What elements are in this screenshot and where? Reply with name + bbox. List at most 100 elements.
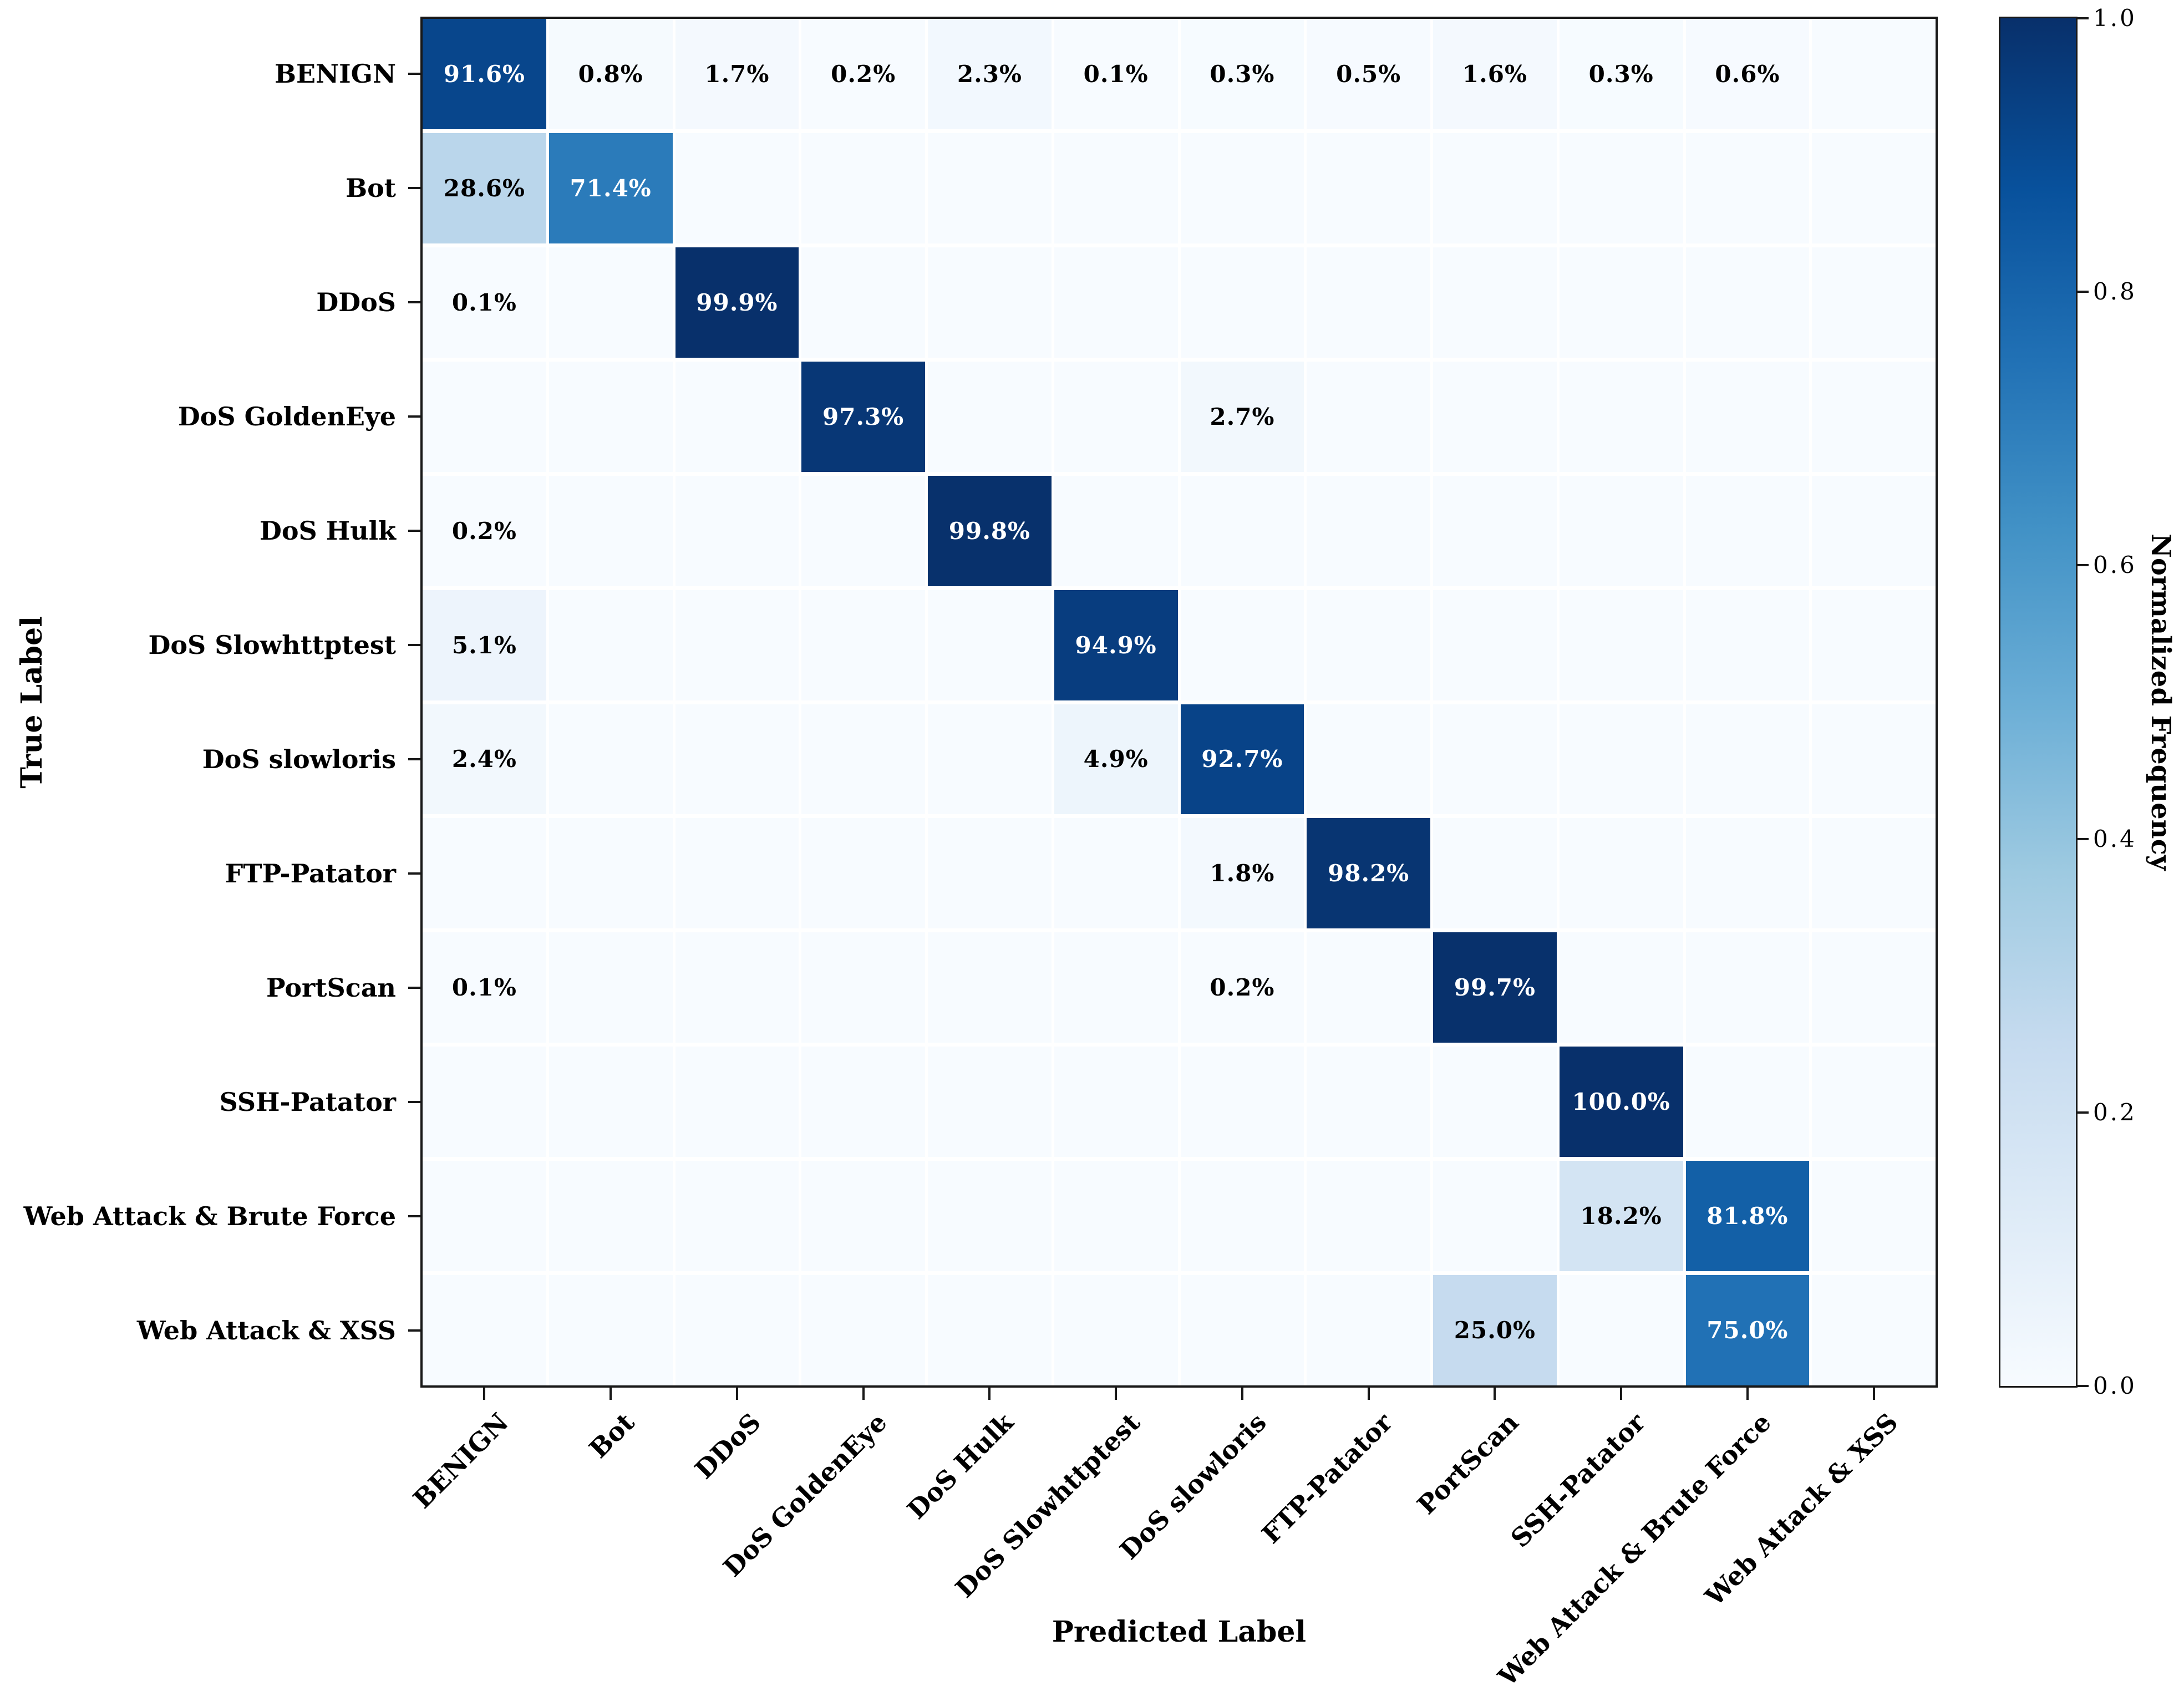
- matrix-cell: 1.7%: [675, 19, 799, 129]
- colorbar-tick-label: 0.0: [2093, 1372, 2137, 1399]
- y-tick-label: SSH-Patator: [219, 1086, 396, 1117]
- matrix-cell: [928, 1161, 1052, 1272]
- y-axis-title-wrap: True Label: [7, 17, 57, 1388]
- matrix-cell: [1685, 818, 1810, 929]
- cell-value: 98.2%: [1328, 860, 1410, 887]
- colorbar: [1999, 17, 2078, 1388]
- cell-value: 1.8%: [1210, 860, 1275, 887]
- matrix-cell: [548, 932, 673, 1043]
- colorbar-tick-label: 0.6: [2093, 551, 2137, 579]
- matrix-cell: [423, 1161, 546, 1272]
- matrix-cell: 98.2%: [1307, 818, 1430, 929]
- cell-value: 100.0%: [1572, 1088, 1670, 1116]
- matrix-cell: [801, 1047, 925, 1157]
- cell-value: 0.6%: [1715, 60, 1780, 88]
- x-tick: [1367, 1388, 1370, 1400]
- matrix-cell: [1559, 133, 1683, 243]
- cell-value: 75.0%: [1706, 1317, 1789, 1344]
- cell-value: 25.0%: [1454, 1317, 1536, 1344]
- matrix-cell: [928, 590, 1052, 700]
- x-tick: [1620, 1388, 1623, 1400]
- matrix-cell: [1685, 475, 1810, 586]
- matrix-cell: [1433, 133, 1557, 243]
- matrix-cell: [1307, 247, 1430, 358]
- matrix-cell: 1.8%: [1180, 818, 1304, 929]
- matrix-cell: [1812, 475, 1936, 586]
- matrix-cell: [1180, 475, 1304, 586]
- matrix-cell: [1685, 247, 1810, 358]
- matrix-cell: [928, 133, 1052, 243]
- matrix-cell: [928, 704, 1052, 815]
- y-tick-label: DDoS: [316, 287, 396, 318]
- matrix-cell: [1433, 818, 1557, 929]
- colorbar-tick: [2078, 837, 2089, 840]
- matrix-cell: [675, 1161, 799, 1272]
- matrix-cell: [1685, 590, 1810, 700]
- matrix-cell: [801, 704, 925, 815]
- matrix-cell: 91.6%: [423, 19, 546, 129]
- colorbar-tick: [2078, 1385, 2089, 1387]
- cell-value: 99.9%: [696, 288, 778, 316]
- x-tick: [610, 1388, 612, 1400]
- matrix-cell: [1307, 590, 1430, 700]
- y-tick: [408, 644, 420, 647]
- matrix-cell: [1180, 1161, 1304, 1272]
- y-tick-label: FTP-Patator: [225, 858, 396, 888]
- matrix-cell: 99.7%: [1433, 932, 1557, 1043]
- matrix-cell: [801, 475, 925, 586]
- cell-value: 0.1%: [1083, 60, 1149, 88]
- matrix-cell: 4.9%: [1054, 704, 1178, 815]
- matrix-cell: [1433, 361, 1557, 472]
- matrix-cell: 99.8%: [928, 475, 1052, 586]
- matrix-cell: [1559, 1275, 1683, 1385]
- matrix-cell: 0.1%: [423, 932, 546, 1043]
- matrix-cell: [1812, 133, 1936, 243]
- matrix-cell: 1.6%: [1433, 19, 1557, 129]
- matrix-cell: [1433, 1161, 1557, 1272]
- matrix-cell: [928, 361, 1052, 472]
- matrix-cell: [928, 932, 1052, 1043]
- matrix-cell: [675, 590, 799, 700]
- matrix-cell: [675, 133, 799, 243]
- x-tick: [735, 1388, 738, 1400]
- cell-value: 71.4%: [570, 174, 652, 202]
- matrix-cell: [928, 818, 1052, 929]
- y-tick-label: DoS slowloris: [202, 744, 396, 774]
- matrix-cell: 0.1%: [423, 247, 546, 358]
- matrix-cell: [1180, 1047, 1304, 1157]
- y-tick: [408, 530, 420, 532]
- cell-value: 0.2%: [451, 517, 517, 545]
- matrix-cell: [1812, 590, 1936, 700]
- matrix-cell: [928, 1047, 1052, 1157]
- matrix-cell: [1180, 133, 1304, 243]
- cell-value: 18.2%: [1580, 1202, 1662, 1230]
- cell-value: 1.6%: [1462, 60, 1527, 88]
- x-tick: [1241, 1388, 1243, 1400]
- y-tick: [408, 1100, 420, 1103]
- matrix-cell: [1812, 19, 1936, 129]
- y-tick-label: PortScan: [266, 972, 396, 1003]
- matrix-cell: [928, 1275, 1052, 1385]
- colorbar-gradient: [2000, 18, 2076, 1386]
- cell-value: 0.5%: [1336, 60, 1401, 88]
- matrix-cell: [548, 475, 673, 586]
- x-tick: [483, 1388, 486, 1400]
- x-tick: [862, 1388, 865, 1400]
- matrix-cell: [1054, 1275, 1178, 1385]
- matrix-cell: [1054, 1161, 1178, 1272]
- matrix-cell: [1685, 1047, 1810, 1157]
- matrix-cell: 0.2%: [1180, 932, 1304, 1043]
- matrix-cell: 99.9%: [675, 247, 799, 358]
- matrix-cell: 2.4%: [423, 704, 546, 815]
- cell-value: 5.1%: [451, 631, 517, 659]
- cell-value: 0.2%: [1210, 974, 1275, 1002]
- matrix-cell: [1812, 361, 1936, 472]
- colorbar-tick: [2078, 17, 2089, 19]
- x-tick: [1115, 1388, 1118, 1400]
- matrix-cell: [1559, 818, 1683, 929]
- y-tick: [408, 986, 420, 989]
- matrix-cell: [675, 475, 799, 586]
- x-tick-label: PortScan: [1411, 1407, 1525, 1520]
- matrix-cell: [1685, 704, 1810, 815]
- y-tick: [408, 1329, 420, 1332]
